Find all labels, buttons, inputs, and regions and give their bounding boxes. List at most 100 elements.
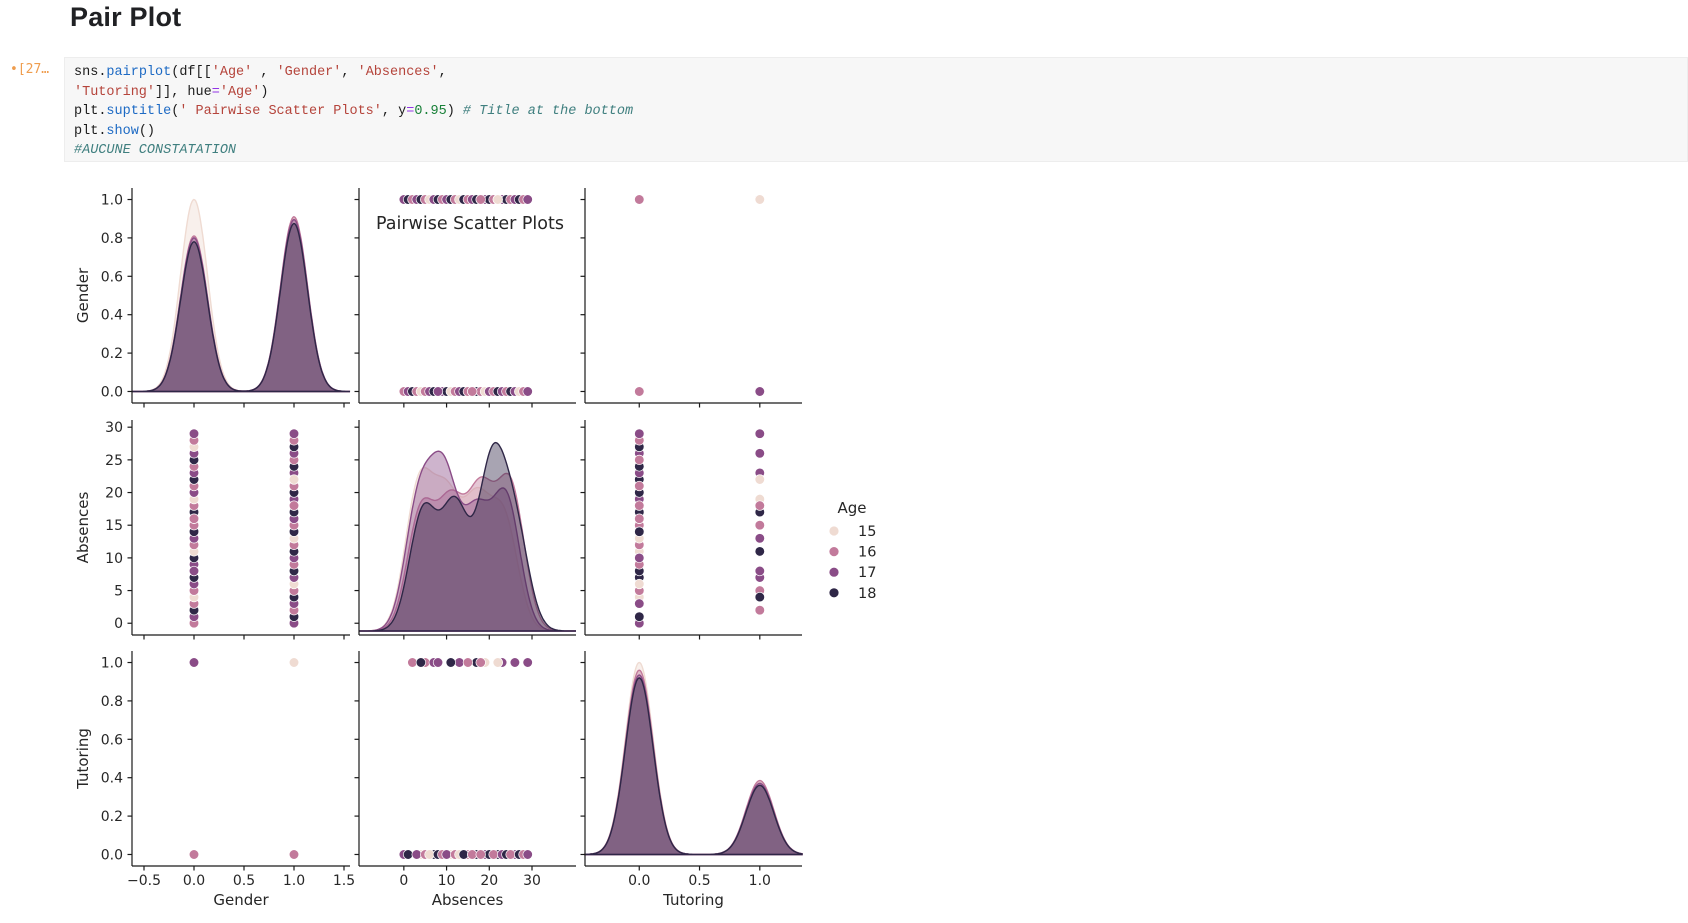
y-axis-label-tutoring: Tutoring (74, 728, 92, 790)
subplot-r0c1 (354, 188, 576, 408)
scatter-point (754, 448, 765, 459)
scatter-point (415, 657, 427, 668)
scatter-point (522, 386, 533, 397)
scatter-point (288, 474, 300, 485)
scatter-point (634, 194, 645, 205)
scatter-point (505, 849, 516, 860)
y-tick-label: 15 (105, 518, 123, 534)
scatter-point (634, 428, 645, 439)
y-axis-label-absences: Absences (74, 492, 92, 564)
scatter-point (288, 849, 300, 860)
kde-absences-age-15 (359, 466, 576, 632)
scatter-point (475, 194, 486, 205)
x-tick-label: −0.5 (127, 873, 161, 889)
x-tick-label: 0.0 (628, 873, 650, 889)
code-content: sns.pairplot(df[['Age' , 'Gender', 'Abse… (74, 65, 634, 158)
x-axis-label-gender: Gender (213, 891, 269, 909)
y-tick-label: 20 (105, 486, 123, 502)
legend-label-15: 15 (858, 524, 876, 540)
scatter-point (754, 500, 765, 511)
scatter-point (467, 386, 478, 397)
y-tick-label: 0.6 (101, 269, 123, 285)
scatter-point (634, 500, 645, 511)
subplot-r1c2 (580, 420, 802, 640)
subplot-r1c1 (354, 420, 576, 640)
code-editor[interactable]: sns.pairplot(df[['Age' , 'Gender', 'Abse… (65, 58, 1687, 161)
execution-count: •[27… (10, 62, 50, 77)
legend: Age 15 16 17 18 (829, 499, 876, 602)
y-tick-label: 30 (105, 420, 123, 436)
subplot-r0c2 (580, 188, 802, 408)
page-title: Pair Plot (70, 2, 182, 32)
scatter-point (634, 598, 645, 609)
scatter-point (522, 657, 533, 668)
scatter-point (492, 657, 503, 668)
legend-title: Age (837, 499, 866, 517)
scatter-point (475, 657, 486, 668)
y-tick-label: 0.6 (101, 732, 123, 748)
legend-marker-15 (829, 526, 839, 536)
x-tick-label: 30 (523, 873, 541, 889)
kde-tutoring-age-18 (584, 677, 803, 856)
scatter-point (634, 480, 645, 492)
legend-label-16: 16 (858, 545, 876, 561)
kde-gender-age-18 (132, 222, 351, 393)
y-tick-label: 1.0 (101, 193, 123, 209)
y-tick-label: 25 (105, 453, 123, 469)
figure-output: 0.0 0.2 0.4 0.6 0.8 1.0 Gender 0 5 10 15 20 25 30 Abse… (70, 165, 900, 918)
legend-marker-18 (829, 588, 839, 598)
scatter-point (754, 194, 765, 205)
scatter-point (634, 454, 645, 466)
x-tick-label: 0.5 (233, 873, 255, 889)
scatter-point (634, 386, 645, 397)
scatter-point (432, 386, 444, 397)
y-tick-label: 0.8 (101, 231, 123, 247)
legend-marker-16 (829, 547, 839, 557)
y-tick-label: 0.4 (101, 308, 123, 324)
y-tick-label: 1.0 (101, 656, 123, 672)
scatter-point (188, 849, 200, 860)
scatter-point (754, 605, 765, 616)
scatter-point (445, 657, 456, 668)
y-tick-label: 0.2 (101, 346, 123, 362)
code-cell[interactable]: sns.pairplot(df[['Age' , 'Gender', 'Abse… (64, 57, 1688, 162)
y-axis-label-gender: Gender (74, 267, 92, 323)
x-tick-label: 1.0 (749, 873, 771, 889)
subplot-r0c0: 0.0 0.2 0.4 0.6 0.8 1.0 Gender (74, 188, 351, 408)
legend-marker-17 (829, 567, 839, 577)
x-axis-label-absences: Absences (432, 891, 504, 909)
legend-label-18: 18 (858, 586, 876, 602)
scatter-point (754, 520, 765, 531)
scatter-point (634, 526, 645, 537)
scatter-point (634, 578, 645, 590)
scatter-point (754, 428, 765, 439)
scatter-point (754, 533, 765, 544)
scatter-point (475, 849, 486, 860)
scatter-point (754, 474, 765, 485)
scatter-point (402, 849, 414, 860)
subplot-r2c0: 0.00.20.40.60.81.0−0.5 0.0 0.5 1.0 1.5Gender… (74, 651, 355, 909)
scatter-point (288, 500, 300, 511)
y-tick-label: 0.4 (101, 771, 123, 787)
y-tick-label: 0 (114, 616, 123, 632)
y-tick-label: 10 (105, 551, 123, 567)
y-tick-label: 0.0 (101, 384, 123, 400)
pairplot-figure: 0.0 0.2 0.4 0.6 0.8 1.0 Gender 0 5 10 15 20 25 30 Abse… (74, 188, 876, 909)
scatter-point (522, 194, 533, 205)
x-tick-label: 10 (438, 873, 456, 889)
x-tick-label: 1.0 (283, 873, 305, 889)
x-tick-label: 1.5 (333, 873, 355, 889)
subplot-r1c0: 0 5 10 15 20 25 30 Absences (74, 420, 350, 640)
scatter-point (188, 428, 200, 439)
scatter-point (754, 386, 765, 397)
scatter-point (288, 657, 300, 668)
scatter-point (634, 552, 645, 564)
kde-absences-age-18 (359, 441, 576, 632)
subplot-r2c2: 0.0 0.5 1.0 Tutoring (580, 651, 803, 909)
scatter-point (462, 657, 474, 668)
scatter-point (188, 657, 200, 668)
x-tick-label: 0.5 (688, 873, 710, 889)
figure-suptitle: Pairwise Scatter Plots (376, 214, 564, 234)
kde-absences-age-17 (359, 450, 576, 632)
y-tick-label: 5 (114, 584, 123, 600)
